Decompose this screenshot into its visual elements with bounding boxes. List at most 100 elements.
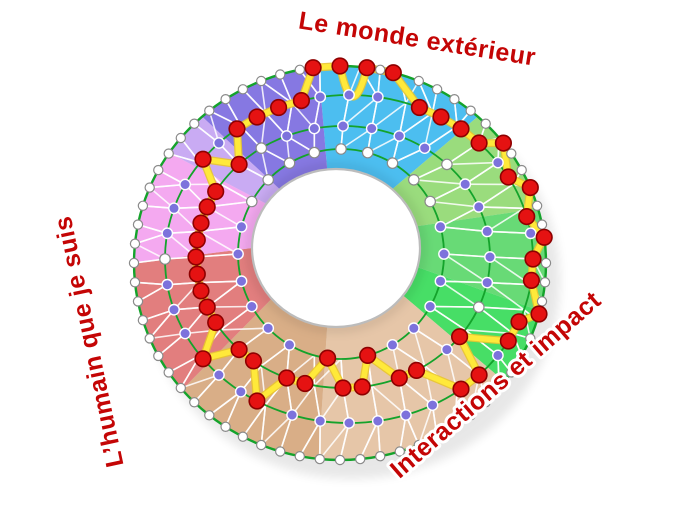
grid-node[interactable] <box>237 84 249 95</box>
grid-node[interactable] <box>516 164 527 176</box>
grid-node[interactable] <box>481 225 494 238</box>
score-node[interactable] <box>470 134 488 152</box>
grid-node[interactable] <box>434 275 447 288</box>
grid-node[interactable] <box>286 409 298 421</box>
grid-node[interactable] <box>407 322 420 335</box>
grid-node[interactable] <box>168 303 180 316</box>
grid-node[interactable] <box>256 439 267 451</box>
score-node[interactable] <box>470 366 488 384</box>
grid-node[interactable] <box>294 64 305 76</box>
grid-node[interactable] <box>343 417 355 429</box>
score-node[interactable] <box>304 59 322 77</box>
grid-node[interactable] <box>335 143 347 155</box>
grid-node[interactable] <box>506 148 517 159</box>
grid-node[interactable] <box>394 446 405 457</box>
score-node[interactable] <box>228 120 246 138</box>
score-node[interactable] <box>278 369 296 387</box>
grid-node[interactable] <box>280 130 293 142</box>
score-node[interactable] <box>248 392 266 410</box>
grid-node[interactable] <box>449 421 460 432</box>
grid-node[interactable] <box>132 219 144 230</box>
grid-node[interactable] <box>371 91 384 103</box>
grid-node[interactable] <box>441 158 453 171</box>
score-node[interactable] <box>432 108 450 126</box>
grid-node[interactable] <box>465 410 476 421</box>
grid-node[interactable] <box>540 257 552 269</box>
score-node[interactable] <box>207 313 225 332</box>
score-node[interactable] <box>359 346 377 365</box>
grid-node[interactable] <box>179 178 192 191</box>
score-node[interactable] <box>270 98 288 117</box>
grid-node[interactable] <box>235 220 248 233</box>
grid-node[interactable] <box>491 349 504 362</box>
score-node[interactable] <box>188 265 206 283</box>
grid-node[interactable] <box>484 251 496 263</box>
score-node[interactable] <box>452 380 470 398</box>
sector-green-bright[interactable] <box>403 267 540 382</box>
grid-node[interactable] <box>232 248 244 260</box>
grid-node[interactable] <box>262 322 275 335</box>
grid-node[interactable] <box>189 397 200 408</box>
score-node[interactable] <box>198 298 216 316</box>
grid-node[interactable] <box>393 130 406 142</box>
grid-node[interactable] <box>343 89 355 101</box>
grid-node[interactable] <box>308 146 321 159</box>
grid-node[interactable] <box>175 132 186 144</box>
grid-node[interactable] <box>399 409 412 421</box>
grid-node[interactable] <box>375 451 386 462</box>
score-node[interactable] <box>452 120 470 138</box>
score-node[interactable] <box>296 374 314 393</box>
score-node[interactable] <box>331 57 349 75</box>
score-node[interactable] <box>494 134 513 152</box>
grid-node[interactable] <box>163 367 174 378</box>
score-node[interactable] <box>384 64 402 82</box>
score-node[interactable] <box>524 250 542 268</box>
grid-node[interactable] <box>431 431 443 442</box>
grid-node[interactable] <box>506 367 517 378</box>
grid-node[interactable] <box>418 142 431 155</box>
score-node[interactable] <box>248 108 266 126</box>
score-node[interactable] <box>522 271 541 290</box>
grid-node[interactable] <box>516 350 527 362</box>
grid-node[interactable] <box>361 146 374 159</box>
grid-node[interactable] <box>234 385 247 398</box>
grid-node[interactable] <box>275 69 286 80</box>
grid-node[interactable] <box>137 200 149 211</box>
grid-node[interactable] <box>472 301 485 313</box>
grid-node[interactable] <box>531 200 543 211</box>
grid-node[interactable] <box>386 338 399 351</box>
grid-node[interactable] <box>480 118 491 129</box>
grid-node[interactable] <box>413 75 424 87</box>
grid-node[interactable] <box>334 454 346 466</box>
score-node[interactable] <box>358 59 376 77</box>
grid-node[interactable] <box>424 300 437 313</box>
score-node[interactable] <box>230 155 248 173</box>
score-node[interactable] <box>230 341 248 359</box>
grid-node[interactable] <box>355 453 366 465</box>
score-node[interactable] <box>535 228 553 246</box>
grid-node[interactable] <box>337 120 349 132</box>
grid-node[interactable] <box>449 93 460 105</box>
grid-node[interactable] <box>137 315 149 326</box>
grid-node[interactable] <box>204 410 215 421</box>
grid-node[interactable] <box>308 122 321 135</box>
score-node[interactable] <box>194 150 212 168</box>
score-node[interactable] <box>198 198 216 216</box>
grid-node[interactable] <box>424 195 436 208</box>
grid-node[interactable] <box>480 397 491 408</box>
score-node[interactable] <box>334 379 352 397</box>
grid-node[interactable] <box>283 338 296 351</box>
score-node[interactable] <box>187 248 205 266</box>
grid-node[interactable] <box>163 148 174 159</box>
grid-node[interactable] <box>144 182 155 193</box>
grid-node[interactable] <box>371 415 384 427</box>
score-node[interactable] <box>188 231 206 249</box>
grid-node[interactable] <box>434 220 447 233</box>
grid-node[interactable] <box>128 257 140 269</box>
grid-node[interactable] <box>153 350 164 362</box>
grid-node[interactable] <box>179 327 192 340</box>
grid-node[interactable] <box>536 296 548 307</box>
grid-node[interactable] <box>472 200 485 213</box>
grid-node[interactable] <box>539 277 551 288</box>
grid-node[interactable] <box>375 64 386 76</box>
